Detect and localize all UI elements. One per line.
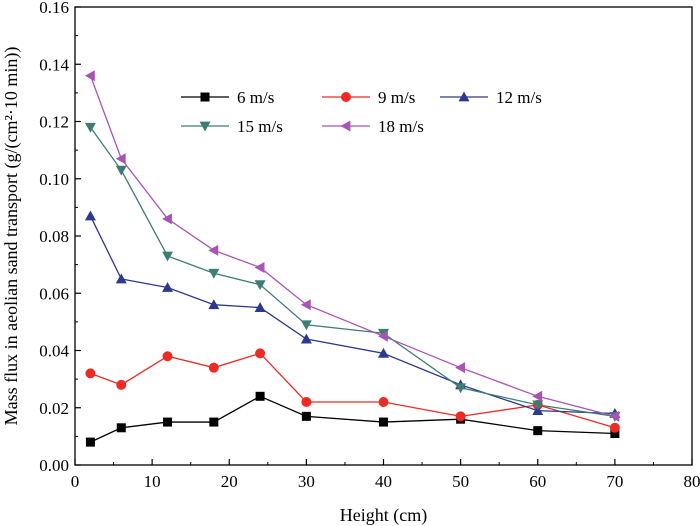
data-point — [301, 411, 311, 421]
y-tick-label: 0.12 — [39, 113, 69, 132]
y-tick-label: 0.10 — [39, 170, 69, 189]
data-point — [208, 244, 219, 256]
legend-item-15-m-s: 15 m/s — [181, 117, 283, 136]
data-point — [208, 362, 219, 373]
x-tick-label: 80 — [684, 472, 700, 491]
data-point — [455, 411, 466, 422]
x-tick-label: 0 — [71, 472, 80, 491]
legend-marker — [340, 120, 351, 132]
data-point — [378, 347, 389, 358]
data-point — [85, 368, 96, 379]
series-layer — [84, 70, 621, 447]
legend-item-6-m-s: 6 m/s — [181, 88, 274, 107]
legend-marker — [458, 91, 470, 102]
data-point — [610, 429, 620, 439]
data-point — [208, 299, 220, 310]
legend-label: 12 m/s — [496, 88, 542, 107]
legend-item-12-m-s: 12 m/s — [440, 88, 542, 107]
data-point — [533, 426, 543, 436]
data-point — [162, 351, 173, 362]
data-point — [532, 390, 543, 402]
legend-marker — [341, 92, 351, 102]
data-point — [116, 423, 126, 433]
x-tick-label: 40 — [375, 472, 392, 491]
data-point — [254, 280, 266, 291]
legend-item-9-m-s: 9 m/s — [322, 88, 415, 107]
data-point — [300, 299, 311, 311]
data-point — [455, 362, 466, 374]
data-point — [162, 213, 172, 225]
y-tick-label: 0.14 — [39, 55, 69, 74]
x-tick-label: 60 — [529, 472, 546, 491]
data-point — [115, 273, 127, 284]
data-point — [379, 417, 388, 427]
legend: 6 m/s 9 m/s 12 m/s 15 m/s 18 m/s — [181, 88, 542, 136]
series-line — [89, 75, 616, 417]
y-tick-label: 0.16 — [39, 0, 69, 17]
y-tick-label: 0.04 — [39, 342, 69, 361]
series-18-m-s — [84, 70, 620, 422]
data-point — [532, 400, 544, 411]
x-tick-label: 20 — [221, 472, 238, 491]
x-tick-label: 30 — [298, 472, 315, 491]
series-line — [89, 126, 615, 417]
legend-item-18-m-s: 18 m/s — [322, 117, 424, 136]
data-point — [115, 165, 127, 176]
plot-frame — [74, 6, 693, 466]
series-12-m-s — [84, 210, 621, 418]
data-point — [455, 383, 467, 394]
data-point — [378, 397, 389, 408]
x-axis-title: Height (cm) — [340, 505, 427, 526]
series-line — [90, 352, 616, 429]
x-tick-label: 10 — [144, 472, 161, 491]
data-point — [84, 122, 96, 133]
data-point — [84, 70, 95, 82]
series-line — [89, 215, 615, 415]
y-tick-label: 0.06 — [39, 284, 69, 303]
y-axis-title: Mass flux in aeolian sand transport (g/(… — [1, 47, 22, 426]
data-point — [378, 330, 388, 342]
legend-label: 9 m/s — [378, 88, 415, 107]
x-tick-label: 50 — [452, 472, 469, 491]
data-point — [84, 210, 96, 221]
legend-marker — [200, 92, 210, 102]
data-point — [254, 302, 266, 312]
series-15-m-s — [84, 122, 621, 422]
data-point — [301, 397, 312, 408]
data-point — [162, 251, 174, 262]
data-point — [300, 333, 312, 344]
x-tick-label: 70 — [606, 472, 623, 491]
y-tick-label: 0.08 — [39, 227, 69, 246]
data-point — [300, 320, 312, 331]
legend-label: 15 m/s — [237, 117, 283, 136]
data-point — [116, 379, 127, 390]
data-point — [115, 153, 126, 165]
y-tick-label: 0.02 — [39, 399, 69, 418]
data-point — [85, 437, 95, 447]
data-point — [162, 282, 174, 292]
data-point — [208, 268, 220, 279]
data-point — [609, 410, 620, 422]
data-point — [209, 417, 219, 427]
y-axis-ticks: 0.00 0.02 0.04 0.06 0.08 0.10 0.12 0.14 0.16 — [39, 0, 81, 475]
data-point — [609, 422, 620, 433]
data-point — [255, 391, 265, 401]
y-tick-label: 0.00 — [39, 456, 69, 475]
data-point — [254, 261, 265, 273]
data-point — [255, 348, 266, 359]
x-axis-ticks: 0 10 20 30 40 50 60 70 80 — [71, 459, 700, 491]
legend-label: 18 m/s — [378, 117, 424, 136]
series-line — [90, 395, 615, 443]
data-point — [163, 417, 173, 427]
legend-marker — [199, 121, 211, 132]
legend-label: 6 m/s — [237, 88, 274, 107]
